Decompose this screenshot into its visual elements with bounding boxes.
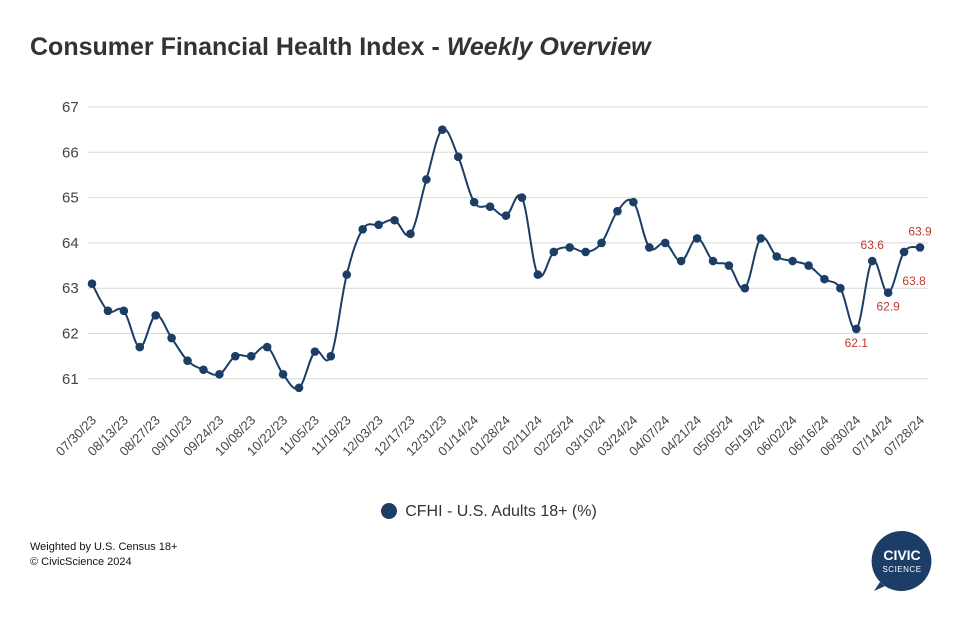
data-point <box>772 252 781 261</box>
data-point <box>278 369 288 379</box>
data-point <box>262 342 272 352</box>
data-point <box>501 211 511 221</box>
data-point <box>103 306 113 316</box>
data-point <box>724 261 734 270</box>
data-point <box>899 247 909 257</box>
data-point <box>756 234 766 243</box>
data-point <box>549 247 559 257</box>
data-point <box>406 229 415 239</box>
data-point <box>533 270 543 279</box>
data-point <box>740 283 750 293</box>
y-tick-label: 61 <box>62 371 79 388</box>
data-point <box>629 197 638 207</box>
data-point <box>645 243 654 252</box>
data-label: 62.1 <box>845 336 869 350</box>
data-point <box>231 351 240 361</box>
data-point <box>565 243 574 252</box>
data-label: 62.9 <box>876 300 900 314</box>
data-point <box>485 202 495 211</box>
data-point <box>867 256 877 266</box>
data-point <box>915 243 925 252</box>
logo-text-science: SCIENCE <box>882 565 921 574</box>
data-point <box>517 193 527 202</box>
y-tick-label: 64 <box>62 235 79 252</box>
chart-title-sub: Weekly Overview <box>446 33 651 61</box>
logo-text-civic: CIVIC <box>883 547 920 563</box>
data-point <box>87 279 97 288</box>
data-point <box>326 351 336 361</box>
data-point <box>294 383 304 393</box>
data-point <box>438 125 447 134</box>
data-point <box>660 238 670 248</box>
legend-label: CFHI - U.S. Adults 18+ (%) <box>405 503 597 520</box>
legend: CFHI - U.S. Adults 18+ (%) <box>0 503 978 521</box>
data-point <box>151 311 160 320</box>
data-point <box>390 215 399 225</box>
civicscience-logo: CIVIC SCIENCE <box>871 530 932 591</box>
data-point <box>820 274 829 284</box>
y-tick-label: 65 <box>62 190 79 207</box>
chart-title: Consumer Financial Health Index - Weekly… <box>30 33 651 62</box>
data-point <box>453 152 463 162</box>
data-point <box>613 206 622 216</box>
data-point <box>215 369 224 379</box>
data-point <box>310 347 320 356</box>
data-point <box>581 247 590 257</box>
data-point <box>469 197 479 207</box>
data-label: 63.8 <box>902 274 926 288</box>
data-point <box>804 261 813 270</box>
logo-badge-shape <box>871 530 932 591</box>
data-point <box>883 288 893 298</box>
data-label: 63.9 <box>908 224 932 238</box>
y-tick-label: 62 <box>62 326 79 343</box>
data-point <box>374 220 383 230</box>
chart-title-main: Consumer Financial Health Index - <box>30 33 447 61</box>
data-point <box>692 234 702 243</box>
data-point <box>183 356 192 365</box>
legend-marker-icon <box>381 503 398 519</box>
data-point <box>708 256 718 266</box>
footnote-weighting: Weighted by U.S. Census 18+ <box>30 541 178 553</box>
data-point <box>852 324 861 334</box>
data-point <box>342 270 352 279</box>
data-label: 63.6 <box>861 238 885 252</box>
data-point <box>135 342 145 352</box>
data-point <box>246 351 256 361</box>
data-point <box>788 256 797 266</box>
data-point <box>597 238 606 248</box>
data-point <box>836 283 845 293</box>
data-point <box>167 333 176 343</box>
data-point <box>422 175 431 184</box>
data-point <box>199 365 208 375</box>
footnote-copyright: © CivicScience 2024 <box>30 556 132 568</box>
y-tick-label: 67 <box>62 99 79 116</box>
y-tick-label: 66 <box>62 144 79 161</box>
data-point <box>358 225 367 234</box>
data-point <box>119 306 129 316</box>
y-tick-label: 63 <box>62 280 79 297</box>
data-point <box>676 256 686 266</box>
